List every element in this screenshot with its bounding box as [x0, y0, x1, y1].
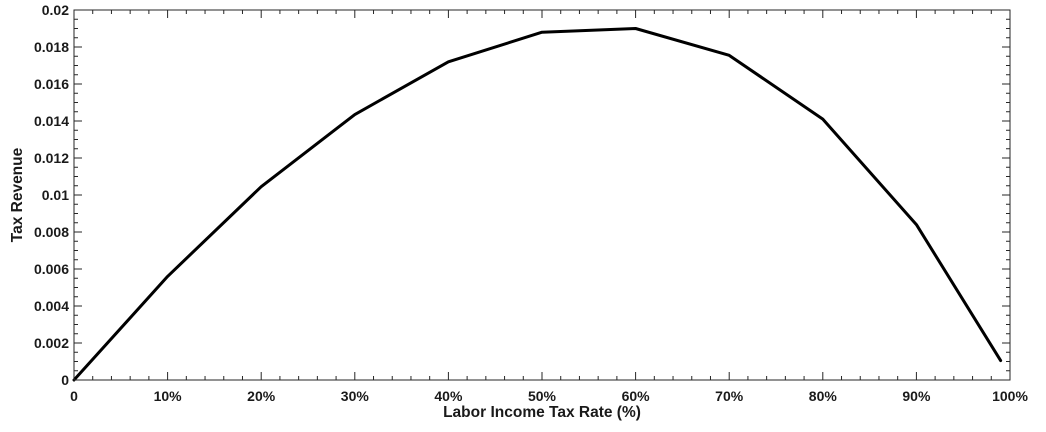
major-ticks — [73, 9, 1011, 381]
series-line — [72, 27, 1003, 382]
y-tick-label: 0.014 — [34, 113, 69, 129]
y-tick-label: 0.004 — [34, 298, 69, 314]
y-tick-label: 0.018 — [34, 39, 69, 55]
y-tick-label: 0.02 — [42, 2, 69, 18]
y-tick-labels: 0 0.002 0.004 0.006 0.008 0.01 0.012 0.014 0.016… — [34, 2, 69, 388]
x-tick-label: 20% — [247, 388, 276, 404]
y-tick-label: 0 — [61, 372, 69, 388]
x-tick-label: 50% — [528, 388, 557, 404]
x-tick-label: 80% — [809, 388, 838, 404]
minor-ticks — [74, 10, 1010, 380]
x-tick-label: 10% — [154, 388, 183, 404]
y-tick-label: 0.006 — [34, 261, 69, 277]
plot-area-frame — [73, 9, 1011, 381]
y-tick-label: 0.012 — [34, 150, 69, 166]
x-tick-label: 40% — [434, 388, 463, 404]
y-tick-label: 0.01 — [42, 187, 69, 203]
y-tick-label: 0.016 — [34, 76, 69, 92]
y-axis-title: Tax Revenue — [9, 147, 26, 242]
x-tick-label: 30% — [341, 388, 370, 404]
x-axis-title: Labor Income Tax Rate (%) — [443, 404, 641, 421]
x-tick-label: 90% — [902, 388, 931, 404]
x-tick-label: 70% — [715, 388, 744, 404]
y-tick-label: 0.002 — [34, 335, 69, 351]
x-tick-labels: 0 10% 20% 30% 40% 50% 60% 70% 80% 90% 100% — [70, 388, 1028, 404]
x-tick-label: 60% — [622, 388, 651, 404]
y-tick-label: 0.008 — [34, 224, 69, 240]
x-tick-label: 0 — [70, 388, 78, 404]
x-tick-label: 100% — [992, 388, 1028, 404]
